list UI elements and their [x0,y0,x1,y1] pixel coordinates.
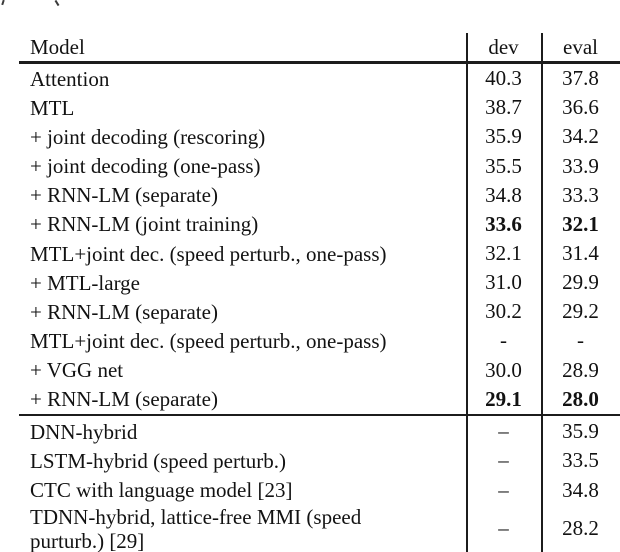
dev-value-cell: 32.1 [485,241,522,266]
table-row: MTL 38.7 36.6 [0,93,620,122]
eval-value-cell: 28.0 [562,386,599,411]
table-row: + RNN-LM (separate) 29.1 28.0 [0,385,620,414]
model-cell: + joint decoding (one-pass) [30,154,261,179]
dev-value-cell: – [498,448,509,473]
header-model: Model [30,35,85,59]
eval-value-cell: 29.9 [562,270,599,295]
eval-value-cell: 28.9 [562,357,599,382]
dev-value-cell: 33.6 [485,211,522,236]
eval-value-cell: 37.8 [562,66,599,91]
dev-value-cell: – [498,419,509,444]
table-row: + joint decoding (one-pass) 35.5 33.9 [0,151,620,180]
table-row: + MTL-large 31.0 29.9 [0,268,620,297]
header-rule [19,61,620,64]
model-cell: Attention [30,66,110,91]
model-cell: + RNN-LM (separate) [30,387,218,412]
dev-value-cell: 40.3 [485,66,522,91]
table-row: MTL+joint dec. (speed perturb., one-pass… [0,326,620,355]
header-dev: dev [488,34,519,59]
table-row: DNN-hybrid – 35.9 [0,417,620,446]
dev-value-cell: 31.0 [485,270,522,295]
eval-value-cell: 34.2 [562,124,599,149]
eval-value-cell: 33.5 [562,448,599,473]
table-row: Attention 40.3 37.8 [0,64,620,93]
eval-value-cell: 33.9 [562,153,599,178]
model-cell: MTL+joint dec. (speed perturb., one-pass… [30,241,387,266]
table-row: + RNN-LM (joint training) 33.6 32.1 [0,210,620,239]
column-divider-line-dev [466,33,468,552]
table-header-row: Model dev eval [0,33,620,61]
header-eval: eval [563,34,598,59]
dev-value-cell: 30.2 [485,299,522,324]
section-divider-rule [19,414,620,416]
eval-value-cell: 33.3 [562,182,599,207]
dev-value-cell: 38.7 [485,95,522,120]
column-divider-line-eval [541,33,543,552]
dev-value-cell: – [498,516,509,541]
eval-value-cell: 32.1 [562,211,599,236]
eval-value-cell: 36.6 [562,95,599,120]
eval-value-cell: 34.8 [562,477,599,502]
model-cell: TDNN-hybrid, lattice-free MMI (speed pur… [30,504,362,552]
model-cell: + RNN-LM (separate) [30,183,218,208]
dev-value-cell: 35.9 [485,124,522,149]
model-cell: + joint decoding (rescoring) [30,124,266,149]
table-row: + RNN-LM (separate) 34.8 33.3 [0,181,620,210]
table-row: LSTM-hybrid (speed perturb.) – 33.5 [0,446,620,475]
dev-value-cell: – [498,477,509,502]
eval-value-cell: 29.2 [562,299,599,324]
dev-value-cell: - [500,328,507,353]
dev-value-cell: 35.5 [485,153,522,178]
eval-value-cell: 35.9 [562,419,599,444]
model-cell: + RNN-LM (separate) [30,299,218,324]
model-cell: + MTL-large [30,270,141,295]
model-cell: DNN-hybrid [30,419,138,444]
model-cell: MTL [30,95,75,120]
eval-value-cell: - [577,328,584,353]
model-cell: LSTM-hybrid (speed perturb.) [30,448,287,473]
table-row: MTL+joint dec. (speed perturb., one-pass… [0,239,620,268]
model-cell: + VGG net [30,358,124,383]
cropped-caption-fragment [1,0,5,6]
dev-value-cell: 29.1 [485,386,522,411]
table-row: TDNN-hybrid, lattice-free MMI (speed pur… [0,505,620,552]
table-row: CTC with language model [23] – 34.8 [0,476,620,505]
table-row: + RNN-LM (separate) 30.2 29.2 [0,297,620,326]
table-row: + VGG net 30.0 28.9 [0,356,620,385]
model-cell: MTL+joint dec. (speed perturb., one-pass… [30,328,387,353]
table-section-baselines: DNN-hybrid –35.9 LSTM-hybrid (speed pertur… [0,417,620,552]
eval-value-cell: 31.4 [562,241,599,266]
dev-value-cell: 30.0 [485,357,522,382]
model-cell: CTC with language model [23] [30,478,293,503]
cropped-caption-fragment [54,0,60,7]
table-row: + joint decoding (rescoring) 35.9 34.2 [0,122,620,151]
table-section-proposed: Attention 40.3 37.8 MTL 38.7 36.6 + joint deco… [0,64,620,414]
model-cell: + RNN-LM (joint training) [30,212,259,237]
eval-value-cell: 28.2 [562,516,599,541]
dev-value-cell: 34.8 [485,182,522,207]
